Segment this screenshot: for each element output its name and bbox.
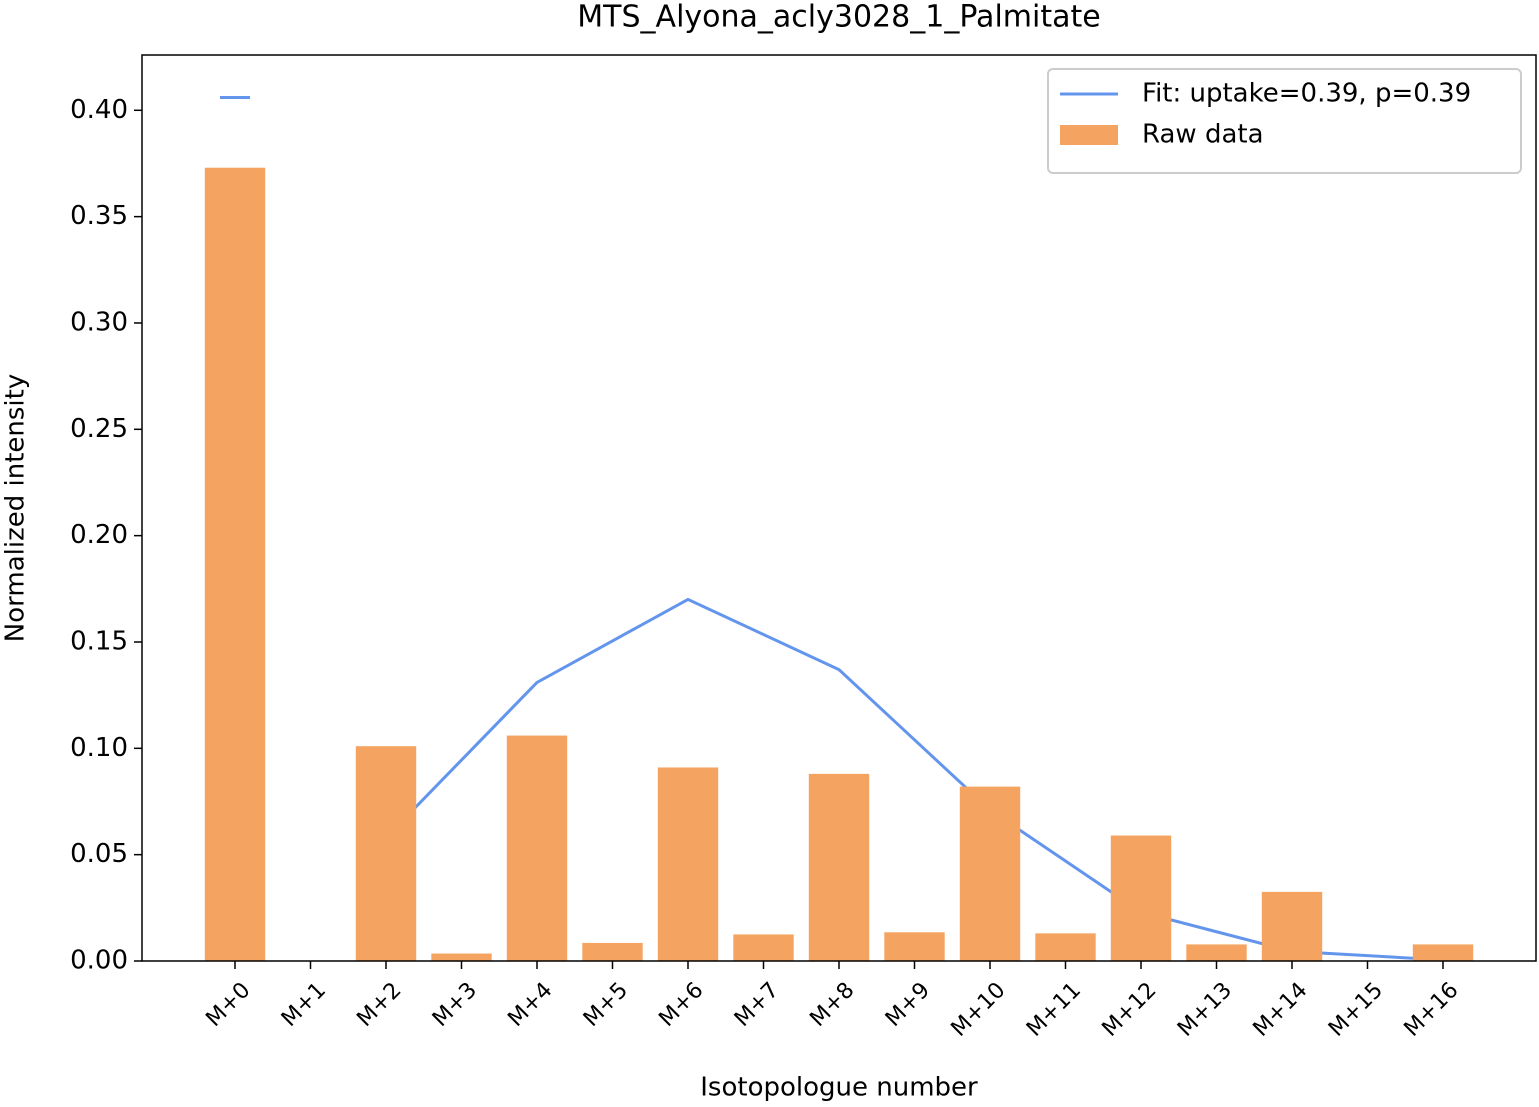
x-tick-label: M+15 [1324,978,1388,1042]
legend-label: Fit: uptake=0.39, p=0.39 [1142,79,1471,109]
y-tick-label: 0.05 [70,839,128,869]
bar [808,773,870,961]
chart-title: MTS_Alyona_acly3028_1_Palmitate [577,0,1100,35]
y-tick-label: 0.30 [70,307,128,337]
x-tick-label: M+7 [730,978,784,1032]
x-tick-label: M+10 [947,978,1011,1042]
x-tick-label: M+2 [352,978,406,1032]
y-axis-label: Normalized intensity [1,374,31,642]
legend-label: Raw data [1142,120,1264,150]
x-tick-label: M+6 [654,978,708,1032]
x-tick-label: M+5 [579,978,633,1032]
y-tick-label: 0.10 [70,733,128,763]
y-tick-label: 0.25 [70,414,128,444]
x-tick-label: M+3 [428,978,482,1032]
x-tick-label: M+16 [1400,978,1464,1042]
bar [657,767,719,961]
legend-frame [1047,68,1522,174]
y-tick-label: 0.00 [70,946,128,976]
bar [431,953,492,961]
bar [1412,944,1474,961]
bar [884,932,945,961]
bar [1261,891,1323,961]
plot-frame [141,54,1537,962]
y-tick-label: 0.15 [70,626,128,656]
bar [1035,933,1096,961]
x-axis-label: Isotopologue number [700,1073,978,1103]
y-tick-label: 0.20 [70,520,128,550]
bar [733,934,794,961]
x-tick-label: M+8 [805,978,859,1032]
bar [1186,944,1247,961]
bar [355,746,417,961]
legend-swatch [1060,125,1118,145]
x-tick-label: M+0 [201,978,255,1032]
bar [959,786,1021,961]
bar [204,167,266,961]
bar [506,735,568,961]
y-tick-label: 0.40 [70,95,128,125]
bar [582,942,643,961]
y-tick-label: 0.35 [70,201,128,231]
bar [1110,835,1172,961]
x-tick-label: M+4 [503,978,557,1032]
x-tick-label: M+11 [1022,978,1086,1042]
x-tick-label: M+13 [1173,978,1237,1042]
x-tick-label: M+9 [881,978,935,1032]
x-tick-label: M+12 [1098,978,1162,1042]
x-tick-label: M+14 [1249,978,1313,1042]
x-tick-label: M+1 [277,978,331,1032]
